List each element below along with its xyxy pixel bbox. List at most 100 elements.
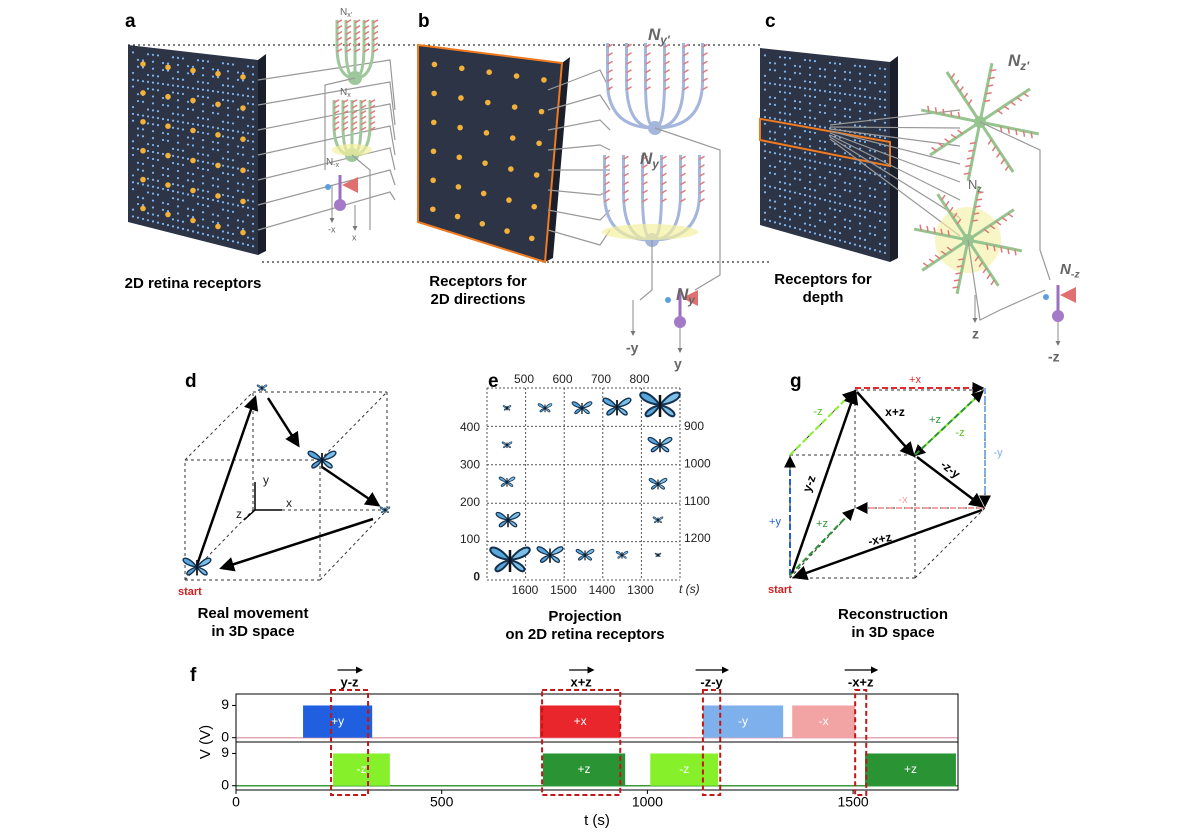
receptor-dot — [156, 144, 160, 148]
receptor-dot — [211, 140, 215, 144]
receptor-dot — [165, 64, 171, 71]
receptor-dot — [191, 144, 195, 147]
wing — [549, 546, 564, 563]
spine — [369, 126, 376, 131]
receptor-dot — [823, 75, 827, 78]
receptor-dot — [226, 224, 230, 227]
receptor-dot — [196, 159, 200, 162]
receptor-dot — [141, 204, 145, 207]
wire — [257, 147, 396, 181]
receptor-dot — [778, 125, 782, 128]
panel-letter: a — [125, 11, 136, 32]
dendrite — [966, 239, 1000, 287]
receptor-dot — [241, 205, 245, 208]
receptor-dot — [783, 77, 787, 80]
wing — [498, 476, 508, 487]
receptor-dot — [783, 210, 787, 213]
receptor-dot — [236, 93, 240, 96]
receptor-dot — [211, 148, 215, 151]
spine — [937, 142, 944, 148]
receptor-dot — [131, 112, 135, 116]
spine — [940, 228, 943, 235]
receptor-dot — [246, 65, 250, 68]
receptor-dot — [236, 130, 240, 133]
receptor-dot — [843, 152, 847, 155]
receptor-dot — [171, 154, 175, 158]
receptor-dot — [251, 148, 255, 151]
spine — [999, 126, 1003, 133]
wing — [508, 546, 531, 573]
receptor-dot — [131, 208, 135, 211]
receptor-dot — [151, 185, 155, 188]
receptor-dot — [828, 119, 832, 123]
receptor-dot — [176, 184, 180, 187]
wing — [602, 397, 618, 416]
wire — [257, 169, 396, 206]
receptor-dot — [211, 184, 215, 187]
receptor-dot — [783, 119, 787, 122]
receptor-dot — [211, 126, 215, 129]
receptor-dot — [166, 202, 170, 206]
receptor-dot — [161, 61, 165, 65]
receptor-dot — [166, 139, 170, 142]
receptor-dot — [833, 194, 837, 197]
receptor-dot — [176, 113, 180, 116]
receptor-dot — [873, 112, 877, 115]
receptor-dot — [240, 167, 246, 174]
receptor-dot — [161, 208, 165, 212]
receptor-dot — [190, 187, 196, 194]
receptor-dot — [206, 161, 210, 164]
receptor-dot — [240, 74, 246, 80]
receptor-dot — [773, 172, 777, 176]
y-tick-label: 9 — [221, 744, 229, 760]
receptor-dot — [190, 97, 196, 104]
wire — [257, 191, 396, 231]
receptor-dot — [848, 78, 852, 82]
receptor-dot — [773, 152, 777, 155]
receptor-dot — [146, 122, 150, 125]
receptor-dot — [873, 97, 877, 100]
receptor-dot — [778, 76, 782, 80]
neuron-label: Ny — [640, 149, 660, 171]
receptor-dot — [161, 138, 165, 142]
spine — [336, 42, 343, 47]
spine — [968, 149, 975, 152]
receptor-dot — [868, 209, 872, 213]
receptor-dot — [808, 152, 812, 155]
receptor-dot — [883, 228, 887, 232]
receptor-dot — [803, 115, 807, 118]
receptor-dot — [236, 189, 240, 192]
receptor-dot — [226, 158, 230, 161]
receptor-dot — [813, 88, 817, 91]
receptor-dot — [833, 230, 837, 233]
receptor-dot — [793, 121, 797, 124]
receptor-dot — [161, 96, 165, 100]
wing — [544, 403, 553, 413]
receptor-dot — [251, 237, 255, 240]
receptor-dot — [783, 217, 787, 220]
tick-label: 600 — [552, 372, 572, 386]
butterfly — [536, 546, 564, 563]
receptor-dot — [201, 218, 205, 221]
receptor-dot — [828, 170, 832, 174]
receptor-dot — [176, 141, 180, 144]
receptor-dot — [813, 232, 817, 235]
receptor-dot — [803, 94, 807, 97]
spine — [623, 181, 629, 186]
receptor-dot — [251, 125, 255, 128]
spine — [354, 19, 361, 24]
neuron-label: N-x — [326, 157, 340, 169]
receptor-dot — [196, 123, 200, 126]
receptor-dot — [813, 124, 817, 127]
neuron-subscript: y — [651, 157, 660, 171]
receptor-dot — [156, 110, 160, 113]
spine — [957, 111, 961, 118]
receptor-dot — [873, 157, 877, 161]
receptor-dot — [858, 102, 862, 105]
receptor-dot — [798, 65, 802, 68]
receptor-dot — [206, 132, 210, 135]
receptor-dot — [176, 85, 180, 88]
receptor-dot — [196, 152, 200, 155]
receptor-dot — [231, 137, 235, 140]
spine — [940, 194, 946, 201]
